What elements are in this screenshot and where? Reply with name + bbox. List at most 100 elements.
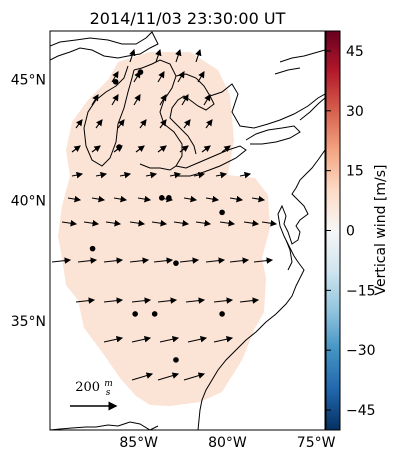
colorbar-tick-label: 45 (346, 44, 364, 60)
wind-arrow (129, 48, 136, 63)
wind-arrow (139, 119, 147, 129)
wind-arrow (113, 195, 128, 203)
wind-arrow (91, 145, 101, 153)
wind-arrow (239, 171, 252, 179)
station-dot (173, 357, 179, 363)
wind-arrow (155, 48, 162, 63)
wind-arrow (105, 219, 122, 227)
station-dot (173, 260, 179, 266)
wind-arrow (61, 219, 78, 227)
wind-arrow (251, 195, 266, 203)
coverage-region (58, 52, 270, 406)
wind-arrow (75, 119, 83, 129)
wind-arrow (151, 219, 168, 227)
wind-arrow (91, 94, 99, 106)
station-dot (219, 311, 225, 317)
station-dot (158, 195, 165, 201)
station-dot (219, 209, 225, 216)
station-dot (132, 311, 138, 317)
wind-arrow (129, 257, 150, 264)
wind-arrow (261, 219, 278, 227)
wind-arrow (75, 297, 96, 304)
wind-arrow (157, 145, 167, 153)
wind-arrow (181, 94, 189, 106)
wind-arrow (103, 257, 124, 264)
lat-label: 35°N (11, 314, 46, 330)
wind-arrow (219, 219, 236, 227)
wind-arrow (173, 219, 190, 227)
plot-title: 2014/11/03 23:30:00 UT (89, 9, 286, 28)
wind-arrow (179, 257, 200, 264)
lon-label: 75°W (297, 435, 336, 451)
wind-arrow (71, 171, 84, 179)
wind-arrow (203, 94, 211, 106)
scale-label-number: 200 (75, 380, 104, 395)
colorbar-tick-label: −45 (346, 403, 376, 419)
colorbar-label: Vertical wind [m/s] (373, 164, 389, 296)
wind-arrow (169, 171, 182, 179)
scale-label-unit-den: s (106, 388, 111, 398)
scale-label-unit-num: m (104, 379, 113, 389)
wind-arrow (103, 297, 124, 304)
wind-arrow (197, 71, 205, 83)
wind-arrow (157, 297, 178, 304)
wind-arrow (201, 145, 211, 153)
wind-arrow (77, 257, 98, 264)
station-dot (89, 245, 96, 252)
wind-arrow (137, 195, 152, 203)
wind-arrow (229, 257, 250, 264)
station-dot (116, 144, 122, 150)
wind-arrow (205, 195, 220, 203)
wind-arrow (205, 119, 213, 129)
wind-arrow (111, 71, 119, 83)
wind-arrow (179, 145, 189, 153)
wind-arrow (135, 145, 145, 153)
wind-arrow (153, 257, 174, 264)
map-frame (49, 30, 326, 431)
wind-arrow (195, 48, 202, 63)
wind-arrow (131, 372, 154, 381)
wind-vectors (51, 48, 278, 381)
wind-arrow (103, 335, 124, 343)
wind-arrow (185, 297, 206, 304)
wind-arrow (221, 145, 231, 153)
station-dot (166, 195, 172, 201)
wind-arrow (133, 94, 141, 106)
wind-arrow (215, 171, 228, 179)
wind-arrow (111, 94, 119, 106)
wind-arrow (195, 219, 212, 227)
wind-arrow (253, 257, 274, 264)
wind-arrow (229, 195, 244, 203)
wind-arrow (175, 48, 182, 63)
wind-arrow (205, 257, 226, 264)
wind-arrow (145, 171, 158, 179)
station-dot (112, 78, 119, 85)
lon-label: 85°W (119, 435, 158, 451)
lat-label: 40°N (11, 193, 46, 209)
station-markers (89, 69, 225, 363)
wind-arrow (117, 119, 125, 129)
wind-arrow (177, 71, 185, 83)
wind-arrow (83, 219, 100, 227)
wind-arrow (71, 145, 81, 153)
wind-arrow (159, 335, 180, 343)
wind-arrow (95, 171, 108, 179)
lon-label: 80°W (208, 435, 247, 451)
wind-arrow (213, 335, 234, 343)
station-dot (151, 311, 158, 317)
wind-arrow (187, 335, 208, 343)
wind-arrow (131, 297, 152, 304)
colorbar-tick-label: 0 (346, 224, 355, 240)
colorbar-tick-label: 30 (346, 104, 364, 120)
colorbar-tick-label: −15 (346, 283, 376, 299)
wind-arrow (129, 219, 146, 227)
wind-arrow (239, 297, 260, 304)
wind-arrow (131, 335, 152, 343)
lat-label: 45°N (11, 72, 46, 88)
wind-arrow (67, 195, 82, 203)
wind-arrow (183, 372, 206, 381)
coastlines (50, 31, 325, 430)
wind-arrow (157, 372, 180, 381)
